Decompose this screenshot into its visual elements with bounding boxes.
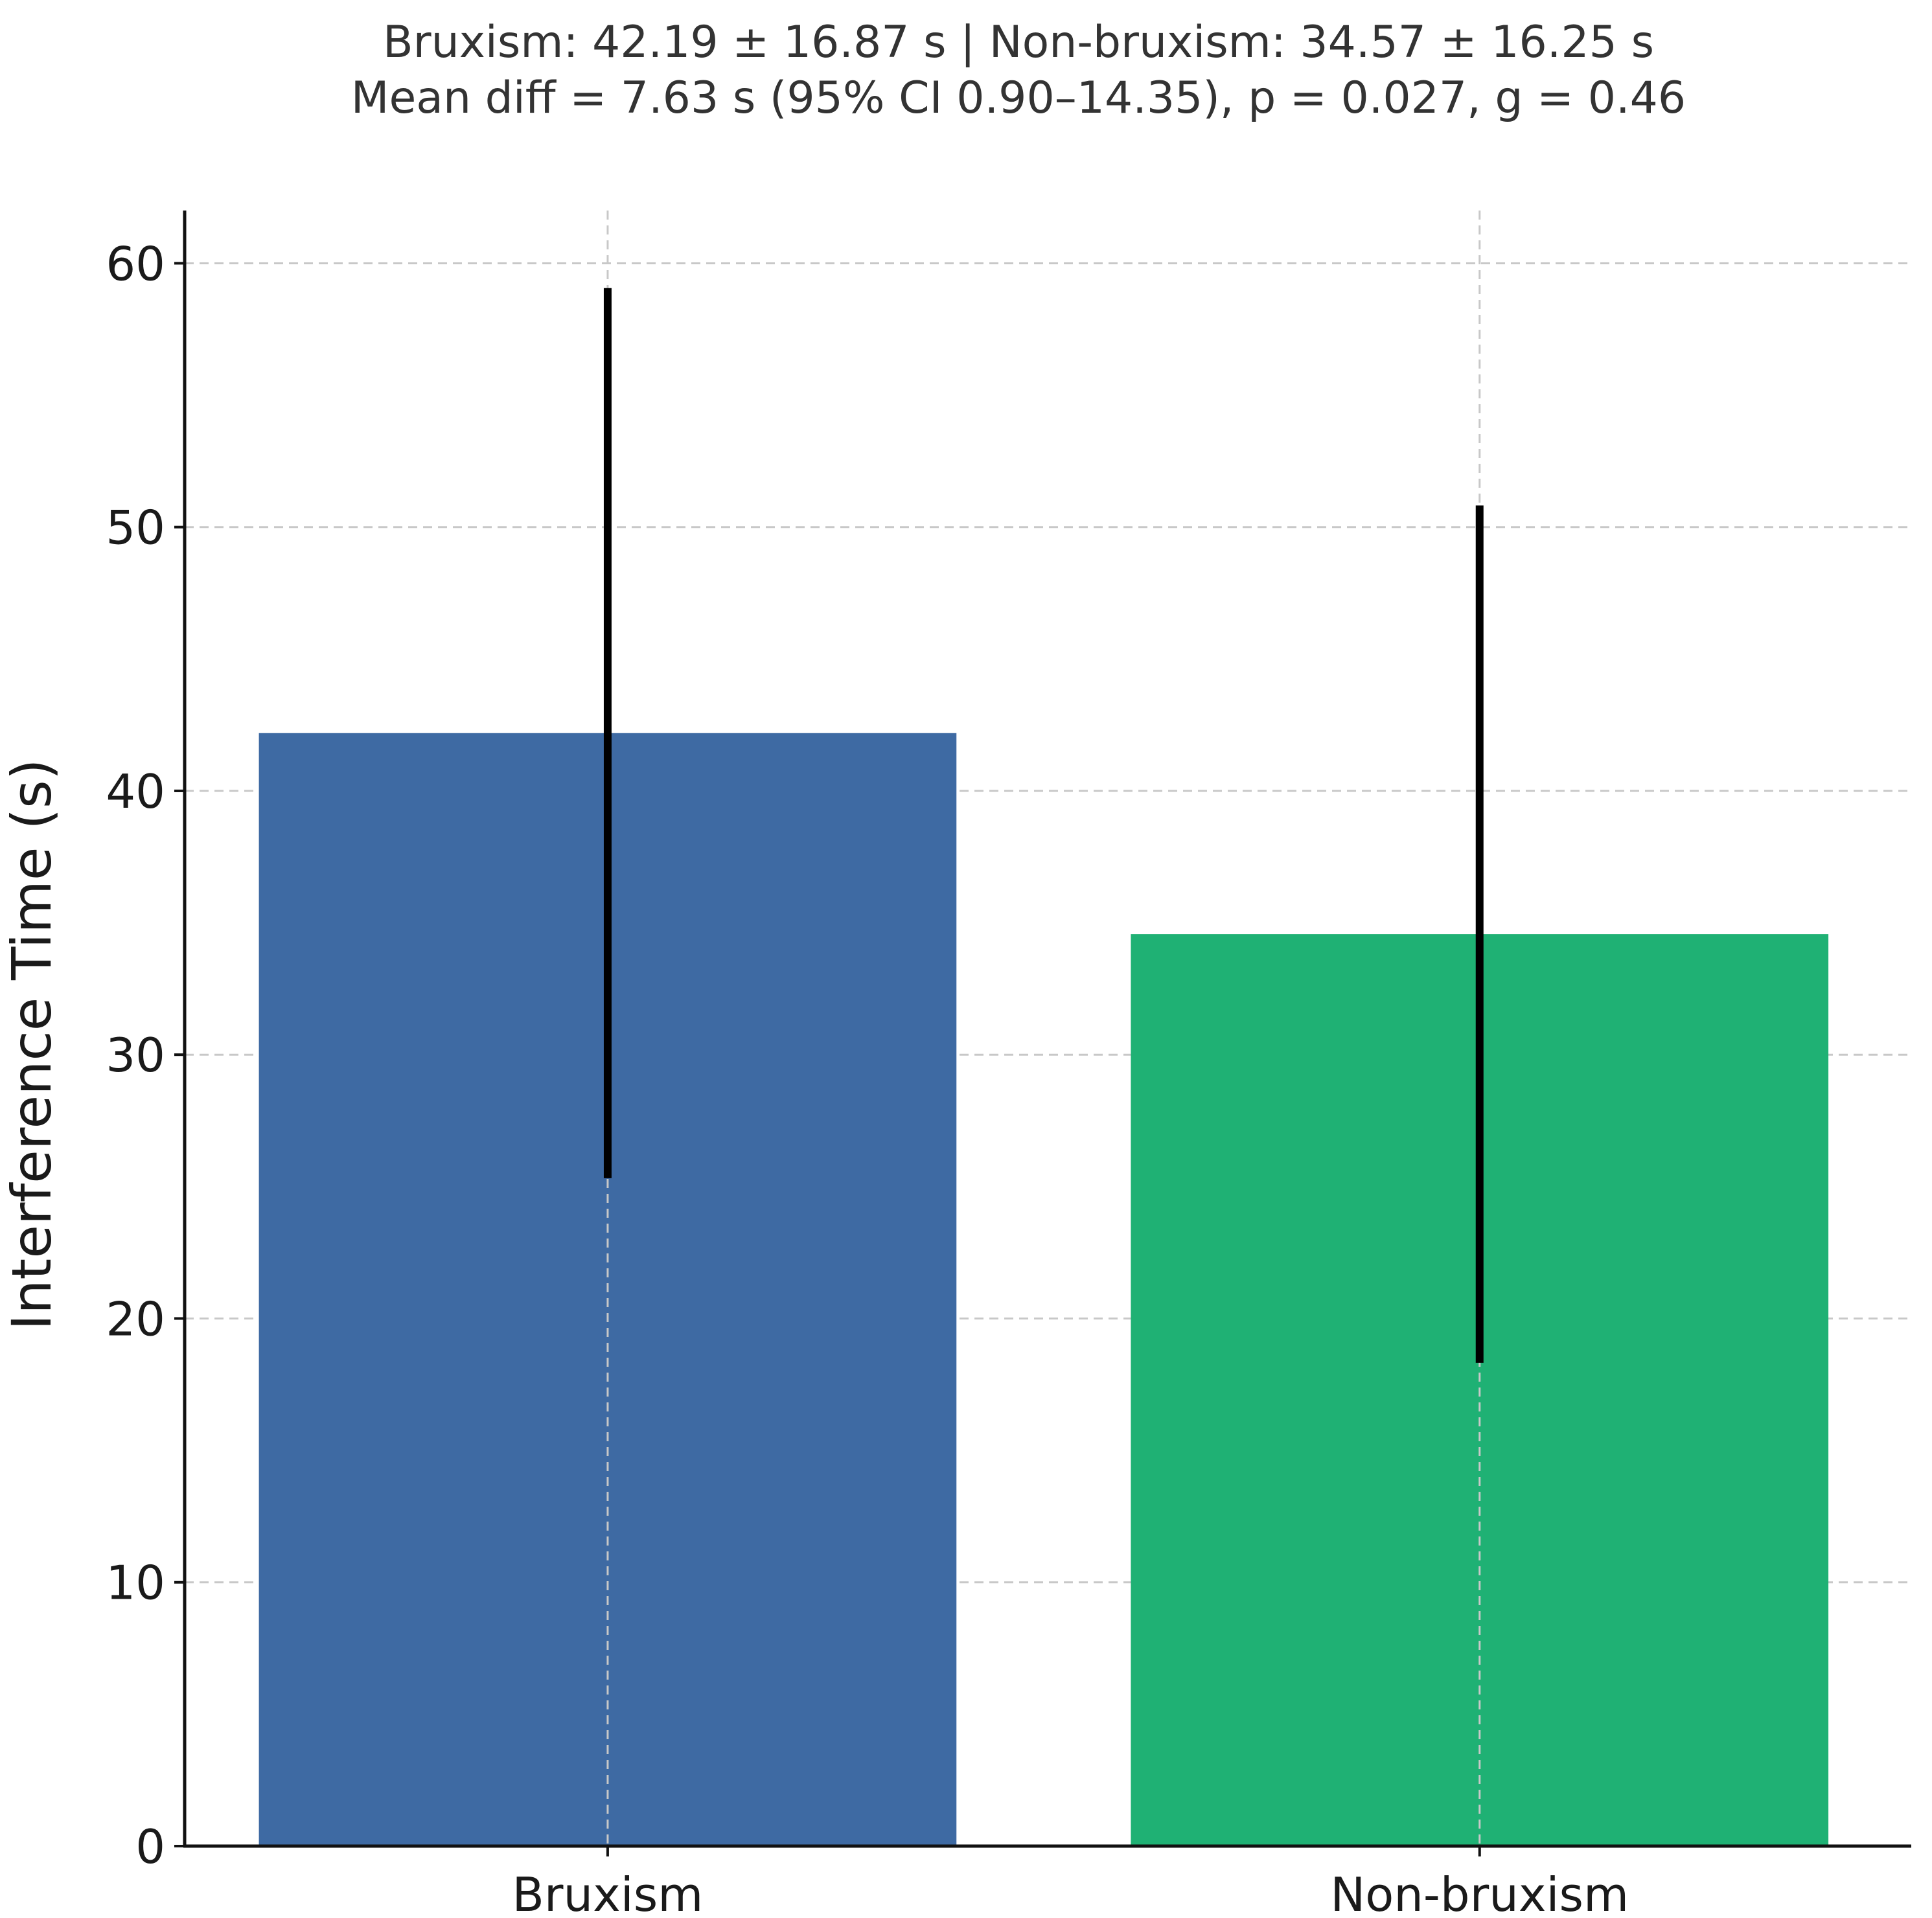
x-tick-layer: Bruxism Non-bruxism — [512, 1846, 1629, 1918]
bar-layer — [259, 733, 1829, 1846]
chart-title: Bruxism: 42.19 ± 16.87 s | Non-bruxism: … — [351, 17, 1686, 124]
y-tick-label-20: 20 — [106, 1292, 165, 1346]
axis-layer — [183, 211, 1911, 1848]
title-line-2: Mean diff = 7.63 s (95% CI 0.90–14.35), … — [351, 73, 1686, 124]
y-tick-label-10: 10 — [106, 1556, 165, 1610]
y-tick-layer: 0 10 20 30 40 50 60 — [106, 236, 185, 1874]
y-axis-title: Interference Time (s) — [0, 759, 63, 1330]
y-tick-label-50: 50 — [106, 501, 165, 555]
errorbar-layer — [603, 288, 1484, 1363]
title-line-1: Bruxism: 42.19 ± 16.87 s | Non-bruxism: … — [383, 17, 1654, 68]
y-tick-label-60: 60 — [106, 236, 165, 291]
y-tick-label-40: 40 — [106, 764, 165, 819]
x-tick-label-bruxism: Bruxism — [512, 1867, 703, 1915]
y-tick-label-0: 0 — [135, 1820, 165, 1874]
x-tick-label-non-bruxism: Non-bruxism — [1330, 1867, 1629, 1915]
y-tick-label-30: 30 — [106, 1028, 165, 1082]
